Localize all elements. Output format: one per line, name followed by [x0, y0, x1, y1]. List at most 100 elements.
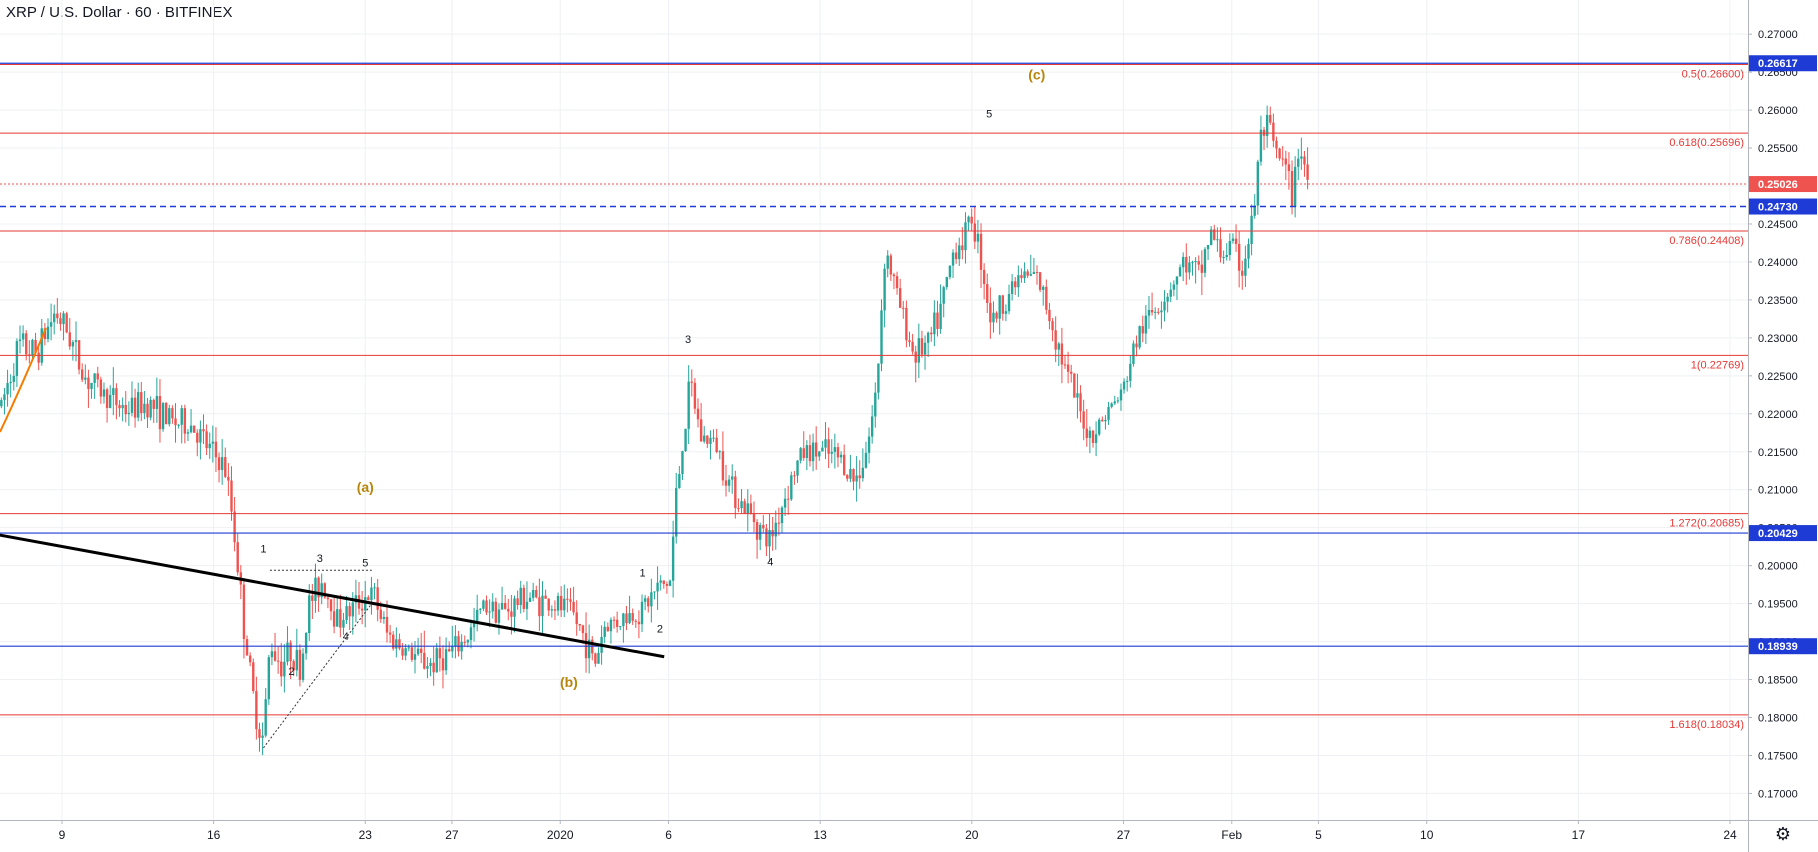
candle-body — [842, 454, 846, 475]
time-axis: 9 16 23 27 2020 6 13 20 27 Feb 5 10 17 24 — [59, 820, 1737, 842]
candle — [805, 440, 809, 471]
candle-body — [9, 381, 12, 384]
candle — [656, 566, 659, 610]
candle-body — [205, 431, 208, 449]
candle-body — [948, 265, 952, 278]
candle-body — [563, 598, 566, 611]
candle-body — [1122, 381, 1126, 390]
candle-body — [395, 639, 398, 649]
candle-body — [37, 352, 40, 363]
candle-body — [818, 451, 821, 457]
candle — [202, 414, 205, 445]
candle-body — [755, 522, 759, 540]
candle-body — [164, 402, 168, 425]
candle-body — [1038, 272, 1042, 290]
candle — [507, 598, 510, 621]
candle-body — [867, 436, 871, 453]
candle-body — [407, 647, 410, 649]
candle — [454, 625, 457, 659]
candle-body — [53, 313, 56, 323]
candle — [1054, 316, 1057, 363]
candle-body — [410, 647, 414, 660]
candle — [1001, 294, 1004, 321]
candle-body — [805, 445, 809, 459]
candle-body — [861, 467, 865, 479]
candle-body — [1157, 311, 1160, 313]
candles — [0, 105, 1309, 756]
candle-body — [68, 332, 71, 347]
candle-body — [342, 620, 345, 628]
candle-body — [1104, 419, 1107, 422]
candle-body — [746, 503, 749, 514]
candle — [230, 466, 233, 521]
candle-body — [1079, 393, 1082, 412]
candle — [1029, 254, 1032, 277]
chart-title: XRP / U.S. Dollar · 60 · BITFINEX — [6, 4, 233, 21]
candle-body — [43, 328, 47, 340]
candle-body — [793, 475, 796, 477]
candle-body — [1138, 326, 1141, 348]
price-tick-label: 0.22500 — [1758, 371, 1798, 383]
candle-body — [1188, 262, 1191, 273]
candle — [650, 578, 653, 623]
candle — [205, 424, 208, 456]
candle-body — [1225, 255, 1228, 257]
gear-icon[interactable]: ⚙ — [1774, 824, 1792, 845]
wave-label-minor: 4 — [767, 557, 773, 569]
candle-body — [447, 649, 451, 652]
candle — [1209, 226, 1213, 246]
candle-body — [1293, 166, 1297, 207]
candle — [556, 592, 560, 616]
candle-body — [690, 381, 693, 383]
candle — [870, 405, 874, 444]
candle-body — [479, 608, 482, 610]
candle-body — [441, 658, 445, 671]
candle — [1194, 257, 1197, 284]
candle — [1063, 355, 1067, 370]
candle-body — [472, 621, 476, 628]
candle-body — [513, 598, 516, 617]
candle — [435, 643, 438, 673]
candle — [1107, 401, 1110, 425]
candle — [566, 588, 569, 613]
candle — [898, 278, 902, 308]
candle — [420, 632, 423, 664]
candle-body — [264, 699, 267, 736]
candle-body — [510, 611, 513, 617]
candle — [824, 422, 827, 460]
candle-body — [31, 339, 34, 356]
candle-body — [1088, 430, 1092, 438]
candle — [765, 524, 768, 557]
candle-body — [1241, 270, 1244, 276]
candle — [818, 450, 821, 461]
candle-body — [1287, 164, 1291, 172]
time-tick-label: 5 — [1315, 828, 1322, 842]
candle — [81, 363, 84, 383]
candle — [0, 397, 3, 409]
candle — [15, 338, 19, 388]
candle-body — [1231, 238, 1235, 241]
candle-body — [1191, 261, 1194, 263]
candle — [752, 501, 756, 533]
candle — [889, 253, 893, 281]
candle — [609, 617, 613, 644]
candle-body — [463, 641, 466, 643]
candle — [186, 429, 190, 442]
level-price-badge: 0.26617 — [1749, 55, 1817, 72]
candle — [392, 631, 395, 651]
candle — [1147, 295, 1151, 329]
candle-body — [189, 425, 193, 433]
price-tick-label: 0.24500 — [1758, 219, 1798, 231]
candle — [625, 605, 628, 631]
candle-body — [640, 601, 644, 625]
candle-body — [336, 609, 339, 627]
candle — [668, 579, 672, 587]
candle — [189, 408, 193, 434]
candle-body — [727, 479, 731, 486]
candle — [653, 591, 656, 600]
candle — [108, 385, 112, 409]
candle-body — [933, 312, 936, 335]
candle-body — [199, 429, 202, 443]
candle-body — [671, 536, 675, 581]
